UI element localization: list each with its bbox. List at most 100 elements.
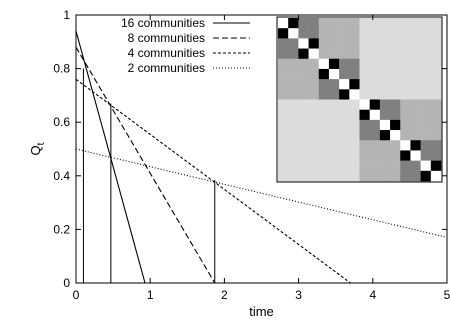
heatmap-cell [369,18,381,29]
heatmap-cell [390,58,401,70]
heatmap-cell [298,79,309,90]
heatmap-cell [318,28,330,39]
heatmap-cell [328,68,340,80]
series-line [76,148,447,238]
heatmap-cell [349,130,360,141]
heatmap-cell [400,89,411,100]
heatmap-cell [420,140,432,151]
heatmap-cell [359,18,370,29]
heatmap-cell [430,99,442,110]
heatmap-cell [298,119,309,131]
heatmap-cell [390,150,401,161]
heatmap-cell [288,130,299,141]
heatmap-cell [298,18,309,29]
heatmap-cell [400,28,411,39]
heatmap-cell [318,89,330,100]
heatmap-cell [318,58,330,70]
x-tick-label: 5 [444,288,450,302]
heatmap-cell [288,38,299,49]
heatmap-cell [369,150,381,161]
heatmap-cell [410,68,421,80]
heatmap-cell [318,99,330,110]
heatmap-cell [379,18,391,29]
heatmap-cell [288,48,299,60]
heatmap-cell [288,160,299,172]
heatmap-cell [288,18,299,29]
heatmap-cell [339,160,350,172]
heatmap-cell [308,38,320,49]
heatmap-cell [298,28,309,39]
heatmap-cell [308,130,320,141]
heatmap-cell [379,170,391,182]
heatmap-cell [390,109,401,121]
heatmap-cell [359,160,370,172]
heatmap-cell [410,150,421,161]
heatmap-cell [420,79,432,90]
heatmap-cell [359,130,370,141]
heatmap-cell [379,99,391,110]
heatmap-cell [379,48,391,60]
heatmap-cell [278,48,289,60]
heatmap-cell [420,18,432,29]
y-tick-label: 0 [63,276,70,290]
heatmap-cell [308,79,320,90]
heatmap-cell [359,28,370,39]
heatmap-cell [400,140,411,151]
y-axis-label-subscript: t [36,142,47,145]
heatmap-cell [420,38,432,49]
legend-label: 16 communities [121,16,205,30]
heatmap-cell [349,28,360,39]
heatmap-cell [400,68,411,80]
heatmap-cell [308,18,320,29]
heatmap-cell [420,68,432,80]
heatmap-cell [288,79,299,90]
heatmap-cell [349,150,360,161]
heatmap-cell [278,58,289,70]
heatmap-cell [318,18,330,29]
heatmap-cell [298,38,309,49]
heatmap-cell [400,79,411,90]
heatmap-cell [298,109,309,121]
heatmap-cell [308,109,320,121]
heatmap-cell [318,170,330,182]
heatmap-cell [328,38,340,49]
heatmap-cell [349,140,360,151]
heatmap-cell [420,58,432,70]
heatmap-cell [420,48,432,60]
heatmap-cell [308,119,320,131]
heatmap-cell [288,150,299,161]
heatmap-cell [328,58,340,70]
heatmap-cell [400,119,411,131]
heatmap-cell [390,130,401,141]
heatmap-cell [400,99,411,110]
heatmap-cell [318,160,330,172]
heatmap-cell [379,89,391,100]
heatmap-cell [430,160,442,172]
heatmap-cell [369,68,381,80]
heatmap-cell [278,38,289,49]
heatmap-cell [349,48,360,60]
heatmap-cell [349,160,360,172]
legend-label: 4 communities [128,46,205,60]
heatmap-cell [288,140,299,151]
heatmap-cell [339,130,350,141]
heatmap-cell [430,79,442,90]
heatmap-cell [308,68,320,80]
heatmap-cell [359,58,370,70]
heatmap-cell [298,89,309,100]
heatmap-cell [410,18,421,29]
heatmap-cell [400,38,411,49]
heatmap-cell [410,38,421,49]
heatmap-cell [369,58,381,70]
heatmap-cell [339,38,350,49]
heatmap-cell [339,119,350,131]
heatmap-cell [278,28,289,39]
heatmap-cell [369,160,381,172]
heatmap-cell [430,68,442,80]
heatmap-cell [410,28,421,39]
heatmap-cell [278,130,289,141]
heatmap-cell [298,130,309,141]
x-tick-label: 3 [295,288,302,302]
heatmap-cell [328,48,340,60]
